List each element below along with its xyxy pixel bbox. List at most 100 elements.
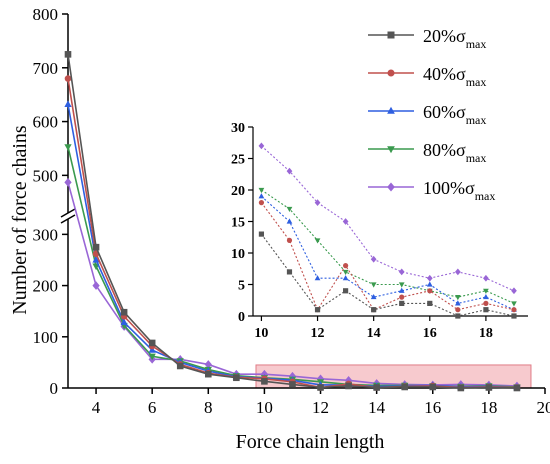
data-point — [92, 256, 100, 263]
data-point — [204, 360, 212, 369]
inset-data-point — [258, 200, 265, 206]
inset-series-100pct — [258, 142, 517, 295]
inset-x-tick-label: 10 — [254, 326, 268, 341]
data-point — [261, 378, 268, 385]
y-tick-label: 700 — [33, 59, 59, 78]
inset-data-point — [511, 313, 517, 319]
inset-x-tick-label: 16 — [423, 326, 437, 341]
data-point — [120, 318, 128, 326]
inset-data-point — [426, 281, 433, 287]
x-tick-label: 8 — [204, 398, 213, 417]
inset-data-point — [483, 293, 489, 300]
inset-series-line — [261, 145, 515, 292]
data-point — [148, 353, 156, 361]
inset-x-tick-label: 18 — [479, 326, 493, 341]
legend-label: 80%σmax — [423, 140, 486, 165]
inset-series-line — [261, 189, 515, 304]
legend-label: 100%σmax — [423, 178, 495, 203]
inset-data-point — [258, 187, 265, 194]
inset-data-point — [370, 255, 377, 263]
data-point — [120, 308, 128, 316]
inset-series-line — [261, 195, 515, 311]
legend-entry: 60%σmax — [368, 102, 486, 127]
inset-y-tick-label: 25 — [231, 153, 245, 168]
x-axis-title: Force chain length — [236, 431, 385, 453]
inset-y-tick-label: 30 — [231, 121, 245, 136]
legend-marker — [387, 182, 395, 192]
inset-y-tick-label: 5 — [238, 279, 245, 294]
legend-marker — [387, 146, 395, 154]
inset-x-tick-label: 14 — [367, 326, 381, 341]
inset-data-point — [454, 295, 461, 301]
series-20pct — [64, 51, 521, 392]
inset-data-point — [427, 300, 433, 306]
legend: 20%σmax 40%σmax 60%σmax 80%σmax 100%σmax — [368, 26, 495, 203]
inset-series-line — [260, 233, 515, 317]
inset-data-point — [455, 307, 461, 313]
y-tick-label: 200 — [33, 277, 59, 296]
data-point — [485, 384, 493, 391]
inset-data-point — [314, 275, 321, 281]
data-point — [401, 383, 409, 391]
legend-entry: 100%σmax — [368, 178, 495, 203]
axis-break-mark-lower — [60, 214, 76, 224]
inset-x-tick-label: 12 — [311, 326, 325, 341]
legend-entry: 40%σmax — [368, 64, 486, 89]
inset-data-point — [511, 301, 517, 307]
inset-data-point — [314, 199, 321, 206]
x-tick-label: 12 — [312, 398, 329, 417]
legend-label: 20%σmax — [423, 26, 486, 51]
inset-data-point — [342, 269, 349, 276]
inset-data-point — [454, 300, 461, 306]
inset-data-point — [286, 167, 293, 175]
inset-data-point — [370, 293, 377, 300]
data-point — [64, 75, 72, 82]
y-tick-label: 300 — [33, 225, 59, 244]
legend-marker — [387, 106, 395, 114]
inset-data-point — [511, 287, 517, 295]
y-tick-label: 600 — [33, 113, 59, 132]
inset-data-point — [258, 193, 265, 199]
data-point — [204, 370, 212, 378]
inset-series-20pct — [258, 231, 517, 319]
data-point — [344, 376, 353, 385]
inset-data-point — [342, 275, 349, 281]
legend-marker — [387, 31, 395, 39]
data-point — [64, 51, 72, 58]
y-tick-label: 100 — [33, 328, 59, 347]
inset-data-point — [399, 300, 405, 306]
inset-y-tick-label: 0 — [238, 310, 245, 325]
inset-data-point — [258, 231, 265, 237]
legend-marker — [387, 69, 395, 77]
inset-data-point — [483, 307, 489, 313]
inset-data-point — [286, 237, 293, 243]
data-point — [64, 100, 72, 107]
legend-entry: 20%σmax — [368, 26, 486, 51]
data-point — [64, 178, 72, 187]
y-tick-label: 500 — [33, 166, 59, 185]
inset-data-point — [343, 288, 349, 294]
inset-series-line — [260, 202, 515, 311]
inset-data-point — [314, 307, 321, 313]
x-tick-label: 20 — [537, 398, 550, 417]
inset-data-point — [398, 287, 405, 293]
data-point — [513, 384, 521, 392]
inset-data-point — [483, 300, 489, 306]
inset-y-tick-label: 10 — [231, 247, 245, 262]
data-point — [289, 381, 296, 388]
data-point — [373, 384, 380, 391]
inset-y-tick-label: 15 — [231, 216, 245, 231]
inset-data-point — [426, 274, 433, 282]
data-point — [233, 374, 240, 382]
axis-break-mark-upper — [60, 208, 76, 218]
inset-plot: 0 5 10 15 20 25 30 10 12 14 16 18 — [231, 121, 528, 341]
data-point — [345, 382, 352, 390]
inset-data-point — [511, 307, 517, 313]
x-tick-label: 6 — [148, 398, 157, 417]
data-point — [260, 369, 269, 379]
inset-data-point — [398, 268, 405, 276]
x-tick-label: 16 — [424, 398, 441, 417]
inset-data-point — [258, 142, 265, 150]
